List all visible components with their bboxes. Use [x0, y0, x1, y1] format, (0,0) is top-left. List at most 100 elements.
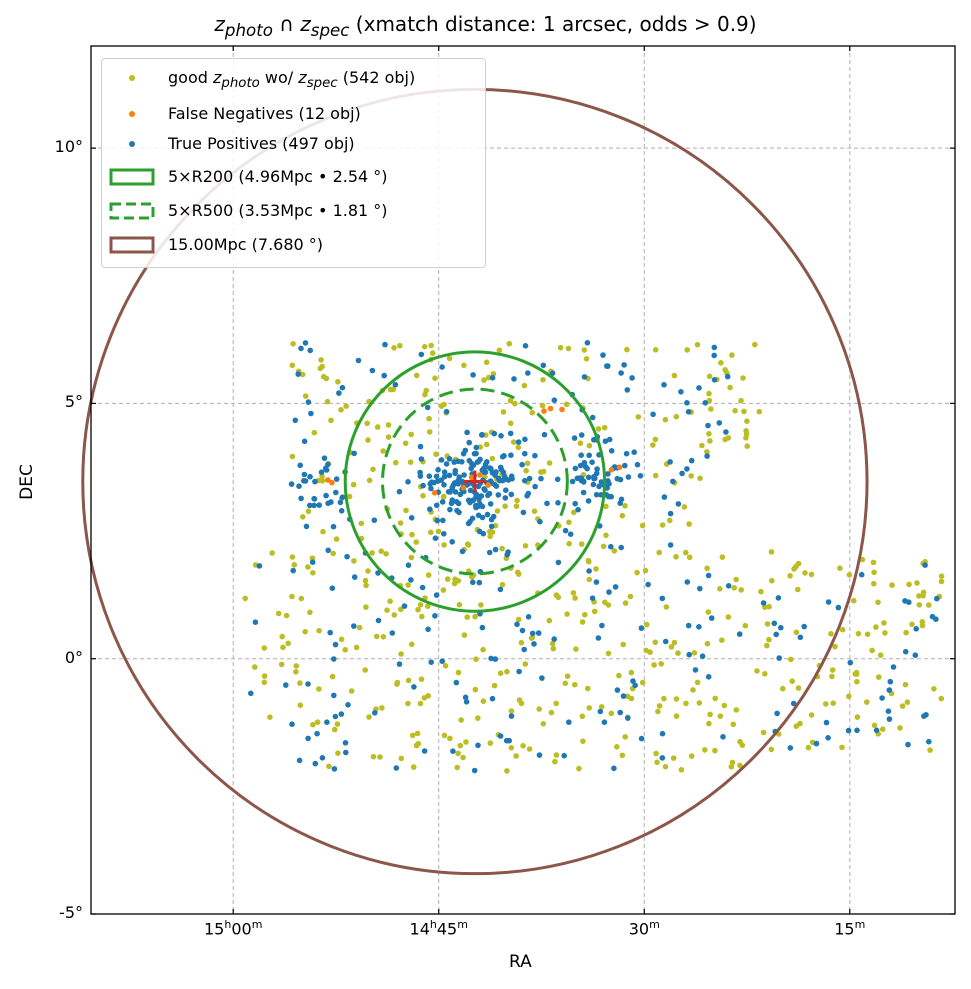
- point-false-negative: [547, 405, 554, 412]
- point-good-zphoto: [413, 539, 420, 545]
- point-true-positive: [421, 748, 428, 754]
- legend-label-r500: 5×R500 (3.53Mpc • 1.81 °): [168, 201, 388, 220]
- point-good-zphoto: [428, 529, 434, 536]
- point-good-zphoto: [515, 444, 522, 451]
- point-true-positive: [554, 476, 561, 483]
- point-good-zphoto: [465, 542, 472, 548]
- point-true-positive: [443, 408, 450, 415]
- x-tick-label-2: 30m: [584, 918, 704, 938]
- point-good-zphoto: [853, 671, 860, 677]
- point-good-zphoto: [348, 688, 355, 694]
- point-true-positive: [760, 600, 767, 606]
- point-good-zphoto: [428, 342, 435, 349]
- point-good-zphoto: [586, 576, 593, 583]
- point-good-zphoto: [653, 750, 659, 757]
- point-good-zphoto: [690, 687, 696, 693]
- point-true-positive: [886, 687, 893, 693]
- point-true-positive: [295, 371, 302, 377]
- point-good-zphoto: [550, 645, 557, 652]
- point-true-positive: [453, 499, 460, 505]
- point-good-zphoto: [854, 678, 860, 685]
- point-true-positive: [493, 483, 500, 489]
- point-good-zphoto: [673, 696, 680, 702]
- point-true-positive: [301, 438, 308, 445]
- point-true-positive: [585, 474, 592, 481]
- point-true-positive: [455, 458, 461, 465]
- point-good-zphoto: [391, 612, 398, 618]
- point-true-positive: [331, 692, 337, 699]
- point-good-zphoto: [741, 408, 747, 415]
- point-good-zphoto: [346, 493, 353, 500]
- point-true-positive: [296, 757, 303, 764]
- point-good-zphoto: [393, 459, 399, 466]
- point-true-positive: [323, 492, 329, 499]
- point-true-positive: [873, 727, 880, 734]
- point-good-zphoto: [420, 493, 426, 499]
- point-true-positive: [593, 491, 600, 498]
- point-good-zphoto: [603, 503, 609, 510]
- point-true-positive: [511, 376, 517, 382]
- point-good-zphoto: [305, 508, 312, 515]
- point-good-zphoto: [536, 706, 542, 712]
- point-true-positive: [572, 465, 579, 472]
- point-true-positive: [419, 584, 426, 591]
- point-true-positive: [638, 625, 645, 631]
- point-true-positive: [489, 695, 496, 702]
- point-good-zphoto: [683, 700, 689, 707]
- point-good-zphoto: [752, 341, 758, 348]
- point-good-zphoto: [289, 453, 296, 460]
- point-good-zphoto: [902, 681, 909, 688]
- point-good-zphoto: [356, 624, 363, 631]
- point-true-positive: [890, 664, 897, 670]
- point-true-positive: [369, 367, 376, 374]
- point-good-zphoto: [916, 593, 922, 599]
- point-false-negative: [616, 464, 623, 471]
- point-good-zphoto: [652, 347, 659, 353]
- point-good-zphoto: [830, 700, 836, 706]
- point-good-zphoto: [586, 442, 593, 449]
- point-true-positive: [595, 635, 602, 641]
- point-good-zphoto: [616, 672, 622, 679]
- point-good-zphoto: [425, 572, 432, 578]
- point-good-zphoto: [706, 397, 713, 404]
- point-true-positive: [488, 516, 495, 523]
- point-good-zphoto: [572, 595, 578, 601]
- point-good-zphoto: [846, 693, 852, 700]
- point-good-zphoto: [578, 541, 585, 547]
- point-true-positive: [623, 450, 630, 457]
- point-good-zphoto: [398, 755, 405, 762]
- point-good-zphoto: [673, 413, 680, 420]
- point-good-zphoto: [529, 409, 535, 416]
- point-good-zphoto: [440, 587, 447, 593]
- point-true-positive: [332, 641, 339, 648]
- point-good-zphoto: [463, 739, 469, 745]
- point-good-zphoto: [642, 567, 649, 574]
- point-true-positive: [934, 595, 940, 602]
- point-true-positive: [441, 469, 448, 475]
- point-good-zphoto: [717, 586, 723, 592]
- point-good-zphoto: [656, 549, 662, 556]
- point-good-zphoto: [540, 721, 547, 727]
- point-good-zphoto: [573, 646, 579, 652]
- point-good-zphoto: [733, 576, 739, 583]
- point-true-positive: [612, 584, 619, 590]
- point-true-positive: [606, 589, 612, 595]
- point-good-zphoto: [743, 431, 750, 437]
- point-true-positive: [292, 417, 299, 424]
- point-true-positive: [591, 437, 597, 443]
- point-true-positive: [375, 570, 381, 576]
- point-good-zphoto: [316, 686, 322, 692]
- point-false-negative: [460, 484, 467, 491]
- y-tick-label-0: 10°: [54, 137, 83, 157]
- point-true-positive: [650, 411, 656, 418]
- point-good-zphoto: [555, 594, 562, 601]
- point-true-positive: [381, 372, 388, 379]
- point-true-positive: [438, 477, 445, 484]
- point-good-zphoto: [464, 614, 471, 620]
- point-good-zphoto: [440, 494, 447, 501]
- point-true-positive: [307, 502, 313, 509]
- point-good-zphoto: [721, 702, 728, 709]
- x-tick-label-1: 14h45m: [379, 918, 499, 938]
- point-good-zphoto: [667, 517, 673, 524]
